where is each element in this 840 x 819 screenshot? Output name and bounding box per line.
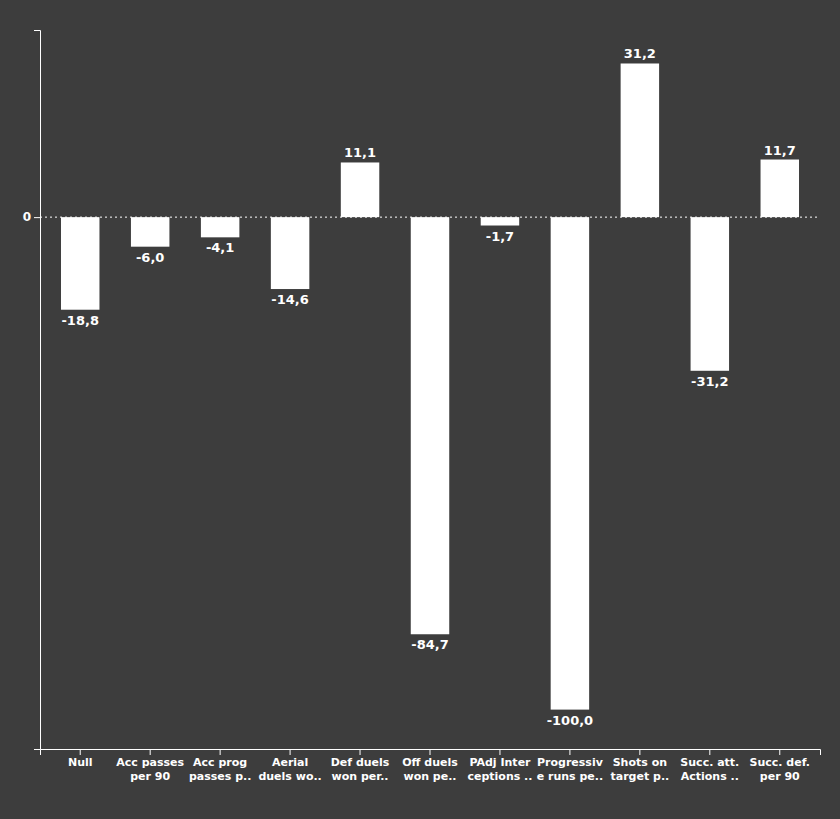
x-tick-mark — [430, 749, 431, 755]
plot: -18,8 -6,0 -4,1 -14,6 11,1 -84,7 -1,7 -100,0 31,… — [23, 31, 821, 784]
x-tick-mark — [639, 749, 640, 755]
bar — [691, 217, 729, 371]
x-tick-mark — [150, 749, 151, 755]
x-tick-label: Off duelswon pe.. — [402, 756, 458, 783]
x-tick-mark — [709, 749, 710, 755]
data-labels: -18,8 -6,0 -4,1 -14,6 11,1 -84,7 -1,7 -100,0 31,… — [61, 46, 795, 727]
x-tick-label: Acc passesper 90 — [116, 756, 184, 783]
x-tick-label-line: target p.. — [610, 770, 669, 783]
bar — [61, 217, 99, 310]
x-tick: Progressive runs pe.. — [537, 749, 604, 783]
data-label: -6,0 — [136, 250, 164, 265]
x-tick-label: Acc progpasses p.. — [189, 756, 251, 783]
x-tick-mark — [569, 749, 570, 755]
bar — [201, 217, 239, 237]
x-axis-line — [41, 750, 821, 756]
x-tick-label-line: won pe.. — [403, 770, 456, 783]
bars — [61, 63, 799, 709]
chart: -18,8 -6,0 -4,1 -14,6 11,1 -84,7 -1,7 -100,0 31,… — [0, 0, 840, 819]
x-tick-label-line: Off duels — [402, 756, 458, 769]
bar — [551, 217, 589, 709]
data-label: -4,1 — [206, 240, 234, 255]
x-tick-label-line: passes p.. — [189, 770, 251, 783]
x-tick-label-line: duels wo.. — [258, 770, 321, 783]
x-tick-label: Succ. def.per 90 — [750, 756, 811, 783]
x-tick-mark — [290, 749, 291, 755]
background — [0, 0, 840, 819]
x-tick-label-line: Acc passes — [116, 756, 184, 769]
x-tick-label-line: Succ. def. — [750, 756, 811, 769]
bar — [621, 63, 659, 217]
x-tick: Off duelswon pe.. — [402, 749, 458, 783]
data-label: 11,1 — [344, 145, 376, 160]
data-label: 11,7 — [764, 143, 796, 158]
x-tick-mark — [779, 749, 780, 755]
x-tick-label: Shots ontarget p.. — [610, 756, 669, 783]
x-tick-label-line: Null — [68, 756, 93, 769]
x-tick-label-line: Progressiv — [537, 756, 604, 769]
data-label: -84,7 — [411, 637, 448, 652]
x-axis: NullAcc passesper 90Acc progpasses p..Ae… — [41, 749, 821, 783]
x-tick-mark — [220, 749, 221, 755]
x-tick-label-line: Succ. att. — [680, 756, 739, 769]
bar — [271, 217, 309, 289]
x-tick-label: PAdj Interceptions .. — [467, 756, 532, 783]
x-tick-label: Null — [68, 756, 93, 769]
y-tick: 0 — [23, 210, 40, 224]
bar — [341, 162, 379, 217]
x-tick: Succ. def.per 90 — [750, 749, 811, 783]
x-tick: Acc passesper 90 — [116, 749, 184, 783]
x-tick-label: Succ. att.Actions .. — [680, 756, 739, 783]
x-tick-label-line: per 90 — [760, 770, 800, 783]
x-tick: PAdj Interceptions .. — [467, 749, 532, 783]
x-tick-label-line: Actions .. — [681, 770, 739, 783]
data-label: 31,2 — [624, 46, 656, 61]
x-tick-label-line: per 90 — [130, 770, 170, 783]
chart-container: -18,8 -6,0 -4,1 -14,6 11,1 -84,7 -1,7 -100,0 31,… — [0, 0, 840, 819]
x-tick-label-line: Shots on — [613, 756, 667, 769]
data-label: -1,7 — [486, 229, 514, 244]
x-tick-label-line: ceptions .. — [467, 770, 532, 783]
y-axis: 0 — [23, 31, 41, 750]
x-tick-label-line: Acc prog — [193, 756, 247, 769]
bar — [481, 217, 519, 225]
x-tick-label: Progressive runs pe.. — [537, 756, 604, 783]
data-label: -14,6 — [271, 292, 308, 307]
bar — [411, 217, 449, 634]
data-label: -100,0 — [547, 713, 594, 728]
x-tick: Null — [68, 749, 93, 769]
x-tick: Acc progpasses p.. — [189, 749, 251, 783]
x-tick-label-line: Aerial — [272, 756, 308, 769]
x-tick: Shots ontarget p.. — [610, 749, 669, 783]
x-tick: Def duelswon per.. — [331, 749, 390, 783]
data-label: -31,2 — [691, 374, 728, 389]
y-tick-mark — [34, 217, 40, 218]
y-tick-label: 0 — [23, 210, 31, 224]
x-tick-label-line: e runs pe.. — [537, 770, 603, 783]
x-tick-label: Aerialduels wo.. — [258, 756, 321, 783]
x-tick-mark — [499, 749, 500, 755]
x-tick: Succ. att.Actions .. — [680, 749, 739, 783]
bar — [761, 160, 799, 218]
y-axis-line — [34, 31, 41, 750]
x-tick-mark — [80, 749, 81, 755]
x-tick-label-line: Def duels — [331, 756, 390, 769]
bar — [131, 217, 169, 247]
data-label: -18,8 — [61, 313, 98, 328]
x-tick-label-line: PAdj Inter — [469, 756, 531, 769]
x-tick-label: Def duelswon per.. — [331, 756, 390, 783]
x-tick-label-line: won per.. — [332, 770, 389, 783]
x-tick-mark — [360, 749, 361, 755]
x-tick: Aerialduels wo.. — [258, 749, 321, 783]
